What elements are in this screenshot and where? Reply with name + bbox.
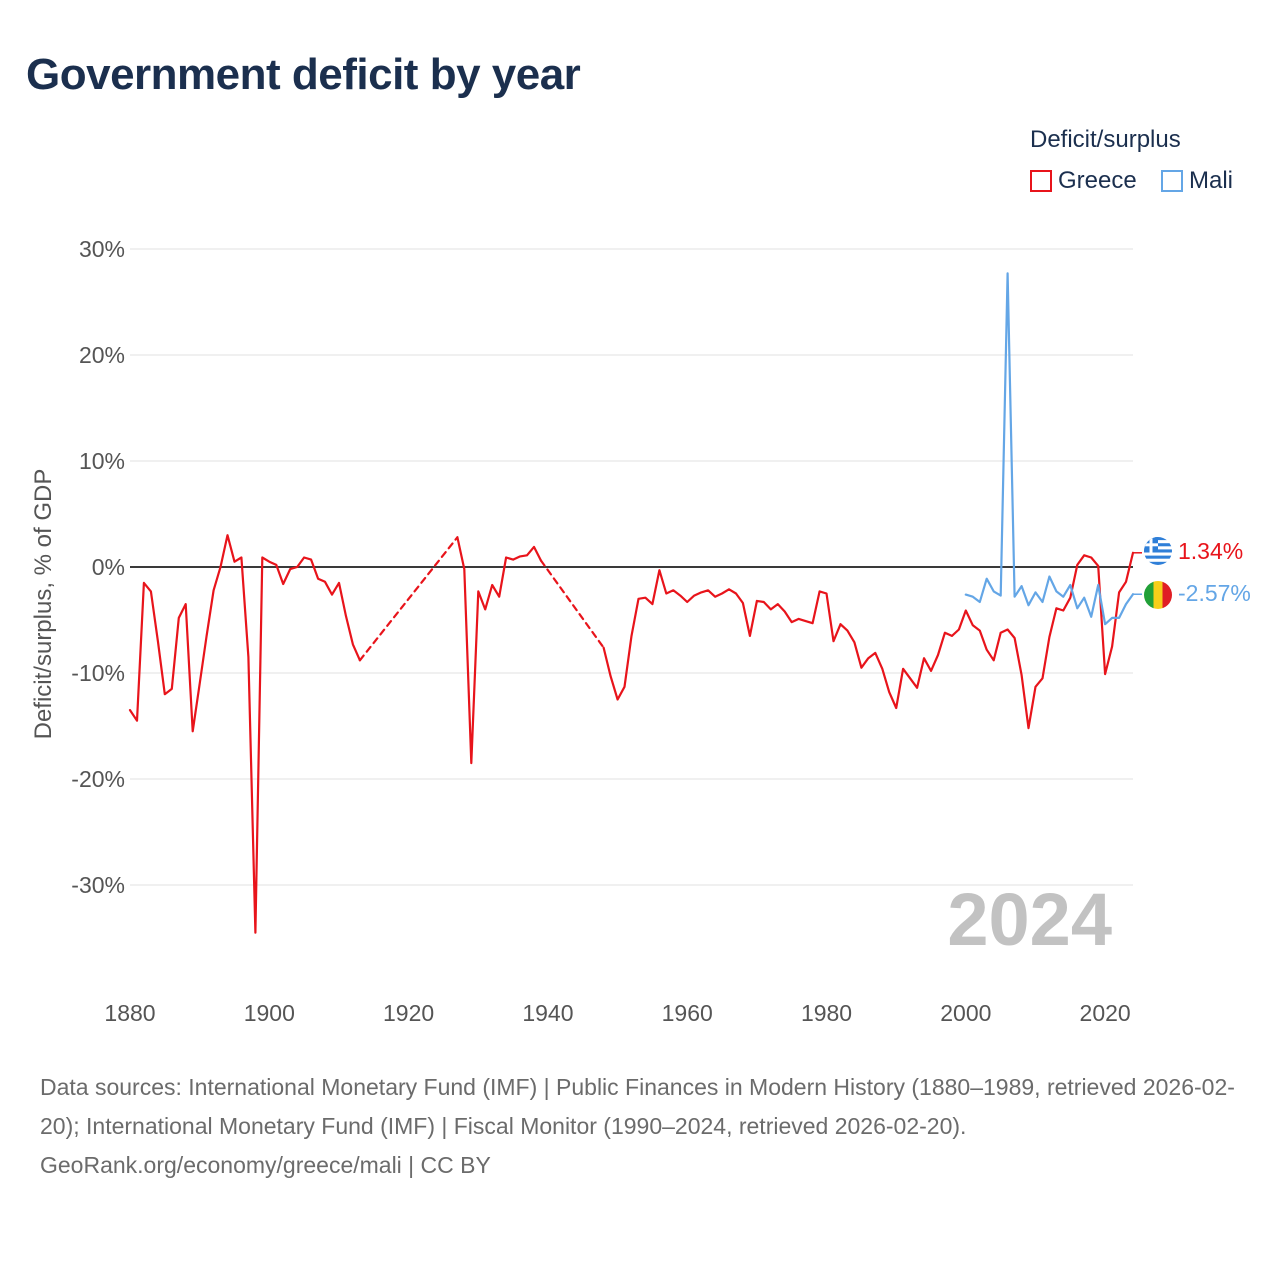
legend-label-greece: Greece <box>1058 167 1137 194</box>
legend-title: Deficit/surplus <box>1030 126 1181 153</box>
chart-title: Government deficit by year <box>26 50 581 99</box>
y-tick-label: 10% <box>79 448 125 474</box>
series-line-mali <box>964 272 1135 626</box>
x-tick-label: 1940 <box>522 1000 573 1026</box>
greece-end-label: 1.34% <box>1178 538 1243 564</box>
legend-item-mali[interactable]: Mali <box>1161 167 1233 195</box>
x-tick-label: 1880 <box>104 1000 155 1026</box>
legend-label-mali: Mali <box>1189 167 1234 194</box>
legend-swatch-mali <box>1161 170 1183 192</box>
mali-end-label: -2.57% <box>1178 580 1251 606</box>
y-tick-label: 30% <box>79 236 125 262</box>
legend-item-greece[interactable]: Greece <box>1030 167 1137 195</box>
axis-layer: 30% 20% 10% 0% -10% -20% -30% 1880 1900 1920 1940 1… <box>71 236 1130 1026</box>
y-tick-label: -20% <box>71 766 125 792</box>
greece-flag-icon <box>1144 537 1172 565</box>
credit-line: GeoRank.org/economy/greece/mali | CC BY <box>40 1152 491 1178</box>
x-tick-label: 2000 <box>940 1000 991 1026</box>
series-line-greece-gap <box>358 536 459 662</box>
x-tick-label: 1980 <box>801 1000 852 1026</box>
series-line-greece <box>456 536 543 765</box>
y-tick-label: -30% <box>71 872 125 898</box>
y-tick-label: -10% <box>71 660 125 686</box>
x-tick-label: 2020 <box>1080 1000 1131 1026</box>
footer: Data sources: International Monetary Fun… <box>40 1068 1240 1185</box>
data-sources: Data sources: International Monetary Fun… <box>40 1074 1235 1139</box>
series-greece <box>128 534 1142 934</box>
legend-swatch-greece <box>1030 170 1052 192</box>
series-line-greece-gap <box>539 559 605 649</box>
y-axis-title: Deficit/surplus, % of GDP <box>30 469 57 740</box>
series-line-greece <box>602 551 1135 730</box>
y-tick-label: 0% <box>92 554 125 580</box>
mali-flag-icon <box>1144 581 1172 609</box>
x-tick-label: 1960 <box>662 1000 713 1026</box>
series-line-greece <box>128 534 361 934</box>
series-layer <box>128 272 1142 934</box>
x-tick-label: 1900 <box>244 1000 295 1026</box>
series-mali <box>964 272 1142 626</box>
grid-layer <box>130 248 1133 886</box>
y-tick-label: 20% <box>79 342 125 368</box>
x-tick-label: 1920 <box>383 1000 434 1026</box>
year-watermark: 2024 <box>947 878 1112 961</box>
chart-canvas: 30% 20% 10% 0% -10% -20% -30% 1880 1900 1920 1940 1… <box>30 236 1251 1026</box>
